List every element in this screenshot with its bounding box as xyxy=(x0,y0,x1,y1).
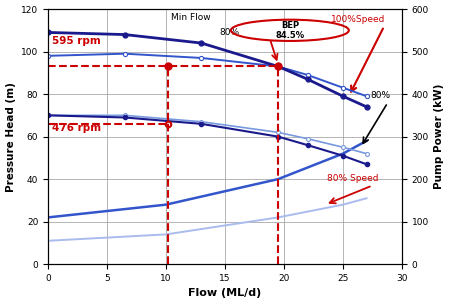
Text: BEP
84.5%: BEP 84.5% xyxy=(275,21,305,40)
Text: 100%Speed: 100%Speed xyxy=(331,15,385,24)
Text: Min Flow: Min Flow xyxy=(171,13,210,22)
Text: 476 rpm: 476 rpm xyxy=(52,123,101,133)
X-axis label: Flow (ML/d): Flow (ML/d) xyxy=(189,288,261,299)
Y-axis label: Pump Power (kW): Pump Power (kW) xyxy=(434,84,445,189)
Y-axis label: Pressure Head (m): Pressure Head (m) xyxy=(5,82,16,192)
Text: 80%: 80% xyxy=(370,92,390,100)
Text: 80%: 80% xyxy=(219,28,239,36)
Text: 595 rpm: 595 rpm xyxy=(52,36,100,46)
Text: 80% Speed: 80% Speed xyxy=(327,174,378,183)
